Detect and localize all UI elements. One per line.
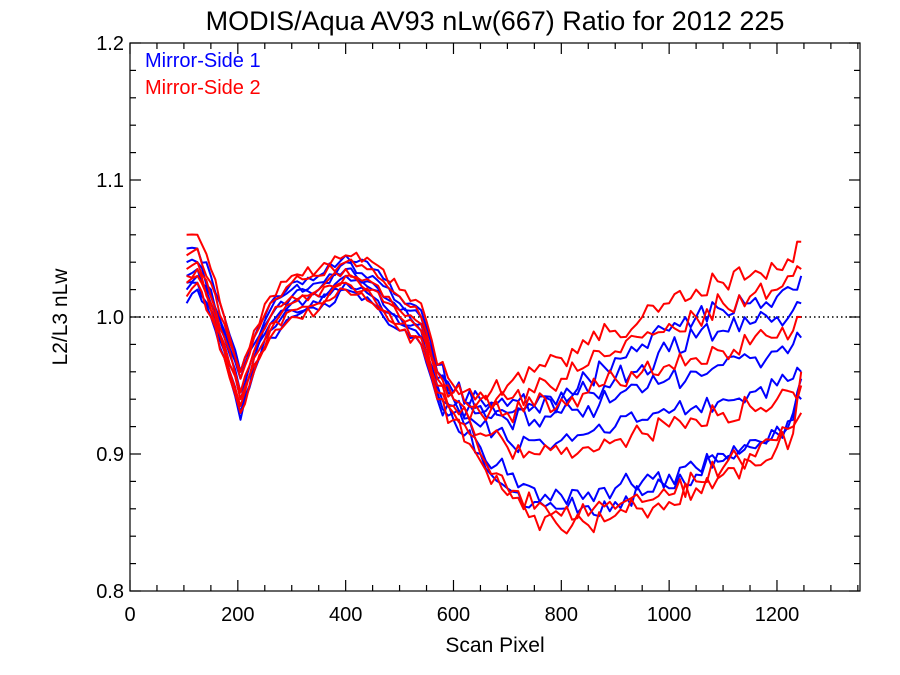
- series-line-mirror-side-1-0: [186, 258, 802, 414]
- y-tick-label: 0.8: [96, 581, 124, 603]
- series-line-mirror-side-1-4: [185, 281, 802, 505]
- series-line-mirror-side-2-8: [186, 261, 802, 424]
- x-tick-label: 600: [437, 604, 470, 626]
- y-tick-label: 1.1: [96, 170, 124, 192]
- series-line-mirror-side-2-11: [185, 281, 803, 535]
- y-tick-label: 1.0: [96, 307, 124, 329]
- x-axis-label: Scan Pixel: [445, 634, 544, 657]
- legend-entry-mirror-side-1: Mirror-Side 1: [145, 50, 261, 72]
- y-tick-label: 1.2: [96, 33, 124, 55]
- series-line-mirror-side-1-3: [186, 274, 802, 454]
- x-tick-label: 1000: [647, 604, 692, 626]
- y-axis-label: L2/L3 nLw: [49, 268, 72, 366]
- y-tick-label: 0.9: [96, 444, 124, 466]
- series-line-mirror-side-1-2: [186, 267, 802, 431]
- x-tick-label: 800: [545, 604, 578, 626]
- series-line-mirror-side-2-7: [186, 233, 802, 401]
- chart-title: MODIS/Aqua AV93 nLw(667) Ratio for 2012 …: [206, 6, 785, 36]
- x-tick-label: 0: [124, 604, 135, 626]
- series-line-mirror-side-2-10: [185, 274, 803, 521]
- legend: Mirror-Side 1 Mirror-Side 2: [145, 50, 261, 99]
- x-tick-label: 1200: [755, 604, 800, 626]
- x-tick-label: 200: [221, 604, 254, 626]
- x-tick-label: 400: [329, 604, 362, 626]
- series-line-mirror-side-2-9: [186, 268, 803, 460]
- legend-entry-mirror-side-2: Mirror-Side 2: [145, 77, 261, 99]
